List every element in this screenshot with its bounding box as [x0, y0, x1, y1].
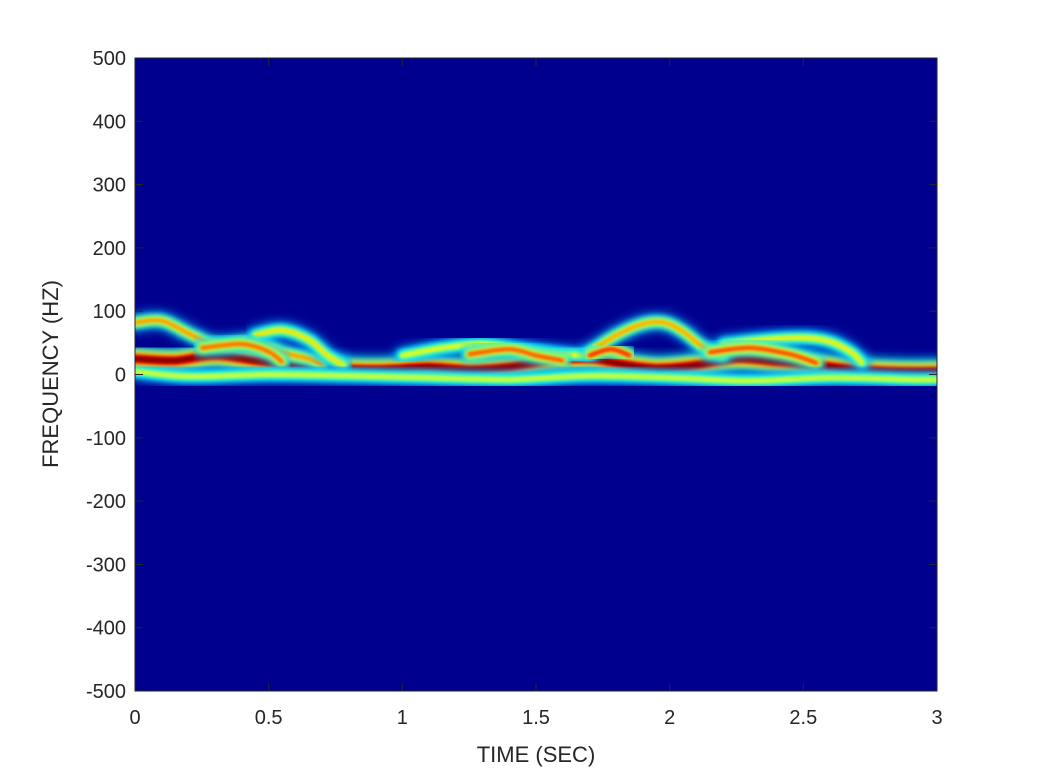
- ridge-band: [135, 370, 937, 382]
- y-tick-label: -500: [86, 681, 126, 703]
- ridge-mid-trace-9: [701, 339, 825, 372]
- x-tick-label: 2.5: [789, 707, 817, 729]
- y-tick-label: 200: [93, 238, 126, 260]
- ridge-band: [468, 348, 564, 362]
- y-tick-label: -200: [86, 491, 126, 513]
- ridge-upper-trace-4: [581, 313, 732, 364]
- ridge-band: [588, 348, 631, 357]
- ridge-band: [254, 329, 345, 367]
- ridge-mid-trace-8: [581, 341, 638, 364]
- y-tick-label: 100: [93, 301, 126, 323]
- ridge-band: [722, 336, 864, 365]
- x-tick-label: 3: [931, 707, 942, 729]
- ridge-mid-trace-7: [461, 341, 571, 369]
- x-tick-label: 0.5: [255, 707, 283, 729]
- y-axis: 500 400 300 200 100 0 -100 -200 -300 -400 -500: [86, 48, 937, 703]
- y-tick-label: 400: [93, 111, 126, 133]
- x-axis: 0 0.5 1 1.5 2 2.5 3: [129, 58, 943, 729]
- ridge-mid-trace-6: [193, 336, 290, 370]
- ridge-low-trace-10: [135, 363, 937, 389]
- y-tick-label: -400: [86, 618, 126, 640]
- ridge-band: [200, 342, 284, 363]
- x-tick-label: 0: [129, 707, 140, 729]
- x-tick-label: 1: [397, 707, 408, 729]
- y-tick-label: -100: [86, 428, 126, 450]
- ridge-upper-trace-5: [715, 329, 871, 372]
- x-tick-label: 2: [664, 707, 675, 729]
- heatmap-ridges: [135, 312, 937, 389]
- y-axis-label: FREQUENCY (HZ): [38, 280, 63, 468]
- ridge-band: [588, 320, 725, 357]
- y-tick-label: 500: [93, 48, 126, 70]
- ridge-band: [708, 346, 818, 365]
- ridge-upper-trace-2: [247, 322, 352, 373]
- x-tick-label: 1.5: [522, 707, 550, 729]
- y-tick-label: 300: [93, 175, 126, 197]
- x-axis-label: TIME (SEC): [477, 742, 596, 767]
- y-tick-label: -300: [86, 554, 126, 576]
- y-tick-label: 0: [115, 365, 126, 387]
